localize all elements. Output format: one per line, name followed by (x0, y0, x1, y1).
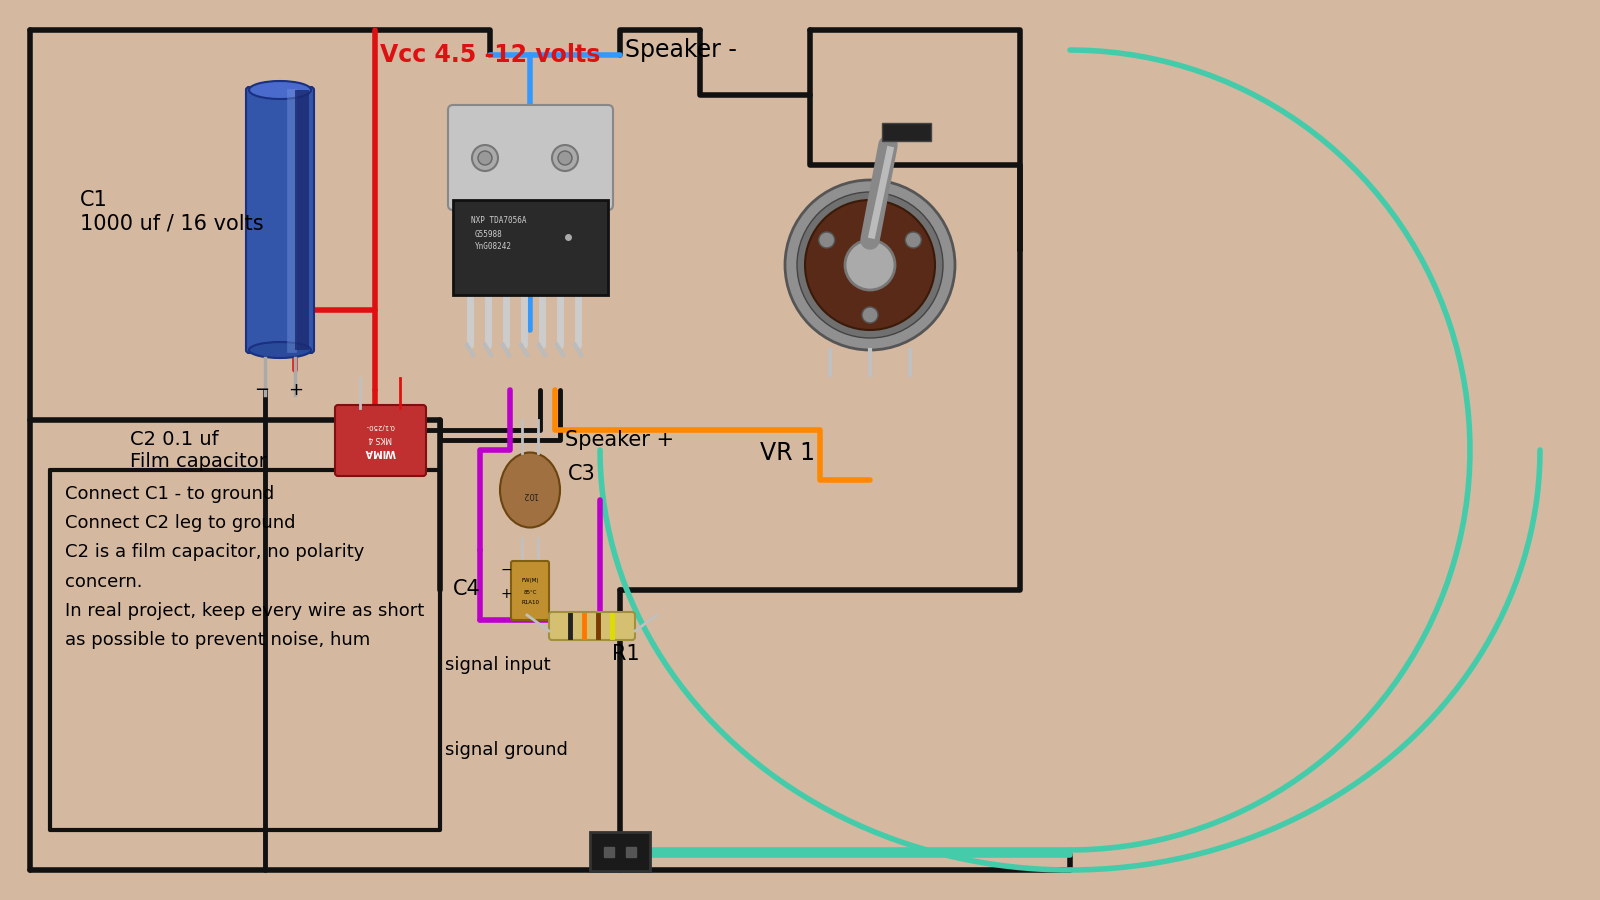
Text: Connect C1 - to ground
Connect C2 leg to ground
C2 is a film capacitor, no polar: Connect C1 - to ground Connect C2 leg to… (66, 485, 424, 649)
Text: MKS 4: MKS 4 (368, 434, 392, 443)
Text: YnG08242: YnG08242 (475, 242, 512, 251)
FancyBboxPatch shape (448, 105, 613, 210)
Text: FW(M): FW(M) (522, 578, 539, 583)
FancyBboxPatch shape (549, 612, 635, 640)
FancyBboxPatch shape (294, 90, 309, 350)
FancyBboxPatch shape (882, 123, 931, 141)
Ellipse shape (250, 342, 310, 358)
Text: signal input: signal input (445, 656, 550, 674)
Circle shape (552, 145, 578, 171)
Circle shape (478, 151, 493, 165)
FancyBboxPatch shape (590, 832, 650, 871)
Text: C3: C3 (568, 464, 595, 484)
Text: Vcc 4.5 -12 volts: Vcc 4.5 -12 volts (381, 43, 600, 67)
Text: WIMA: WIMA (365, 447, 395, 457)
Circle shape (906, 232, 922, 248)
Text: Speaker -: Speaker - (626, 38, 738, 62)
Text: 85°C: 85°C (523, 590, 536, 595)
Text: C4: C4 (453, 579, 480, 599)
Text: −: − (501, 563, 512, 577)
Text: R1A10: R1A10 (522, 600, 539, 605)
Text: G55988: G55988 (475, 230, 502, 239)
FancyBboxPatch shape (453, 200, 608, 295)
Text: −: − (254, 381, 269, 399)
Circle shape (845, 240, 894, 290)
Circle shape (862, 307, 878, 323)
Text: Speaker +: Speaker + (565, 430, 674, 450)
Text: signal ground: signal ground (445, 741, 568, 759)
Text: NXP TDA7056A: NXP TDA7056A (470, 216, 526, 225)
Text: C1
1000 uf / 16 volts: C1 1000 uf / 16 volts (80, 190, 264, 233)
Text: R1: R1 (611, 644, 640, 664)
Text: 0.1/250-: 0.1/250- (365, 423, 395, 429)
Circle shape (819, 232, 835, 248)
Ellipse shape (499, 453, 560, 527)
FancyBboxPatch shape (510, 561, 549, 620)
Circle shape (805, 200, 934, 330)
Circle shape (797, 192, 942, 338)
FancyBboxPatch shape (246, 87, 314, 353)
Circle shape (558, 151, 573, 165)
Text: 102: 102 (522, 491, 538, 500)
Ellipse shape (250, 81, 310, 99)
Text: VR 1: VR 1 (760, 441, 814, 465)
FancyBboxPatch shape (334, 405, 426, 476)
Text: C2 0.1 uf
Film capacitor: C2 0.1 uf Film capacitor (130, 430, 267, 471)
Text: +: + (288, 381, 302, 399)
Circle shape (472, 145, 498, 171)
Text: +: + (501, 587, 512, 601)
Circle shape (786, 180, 955, 350)
